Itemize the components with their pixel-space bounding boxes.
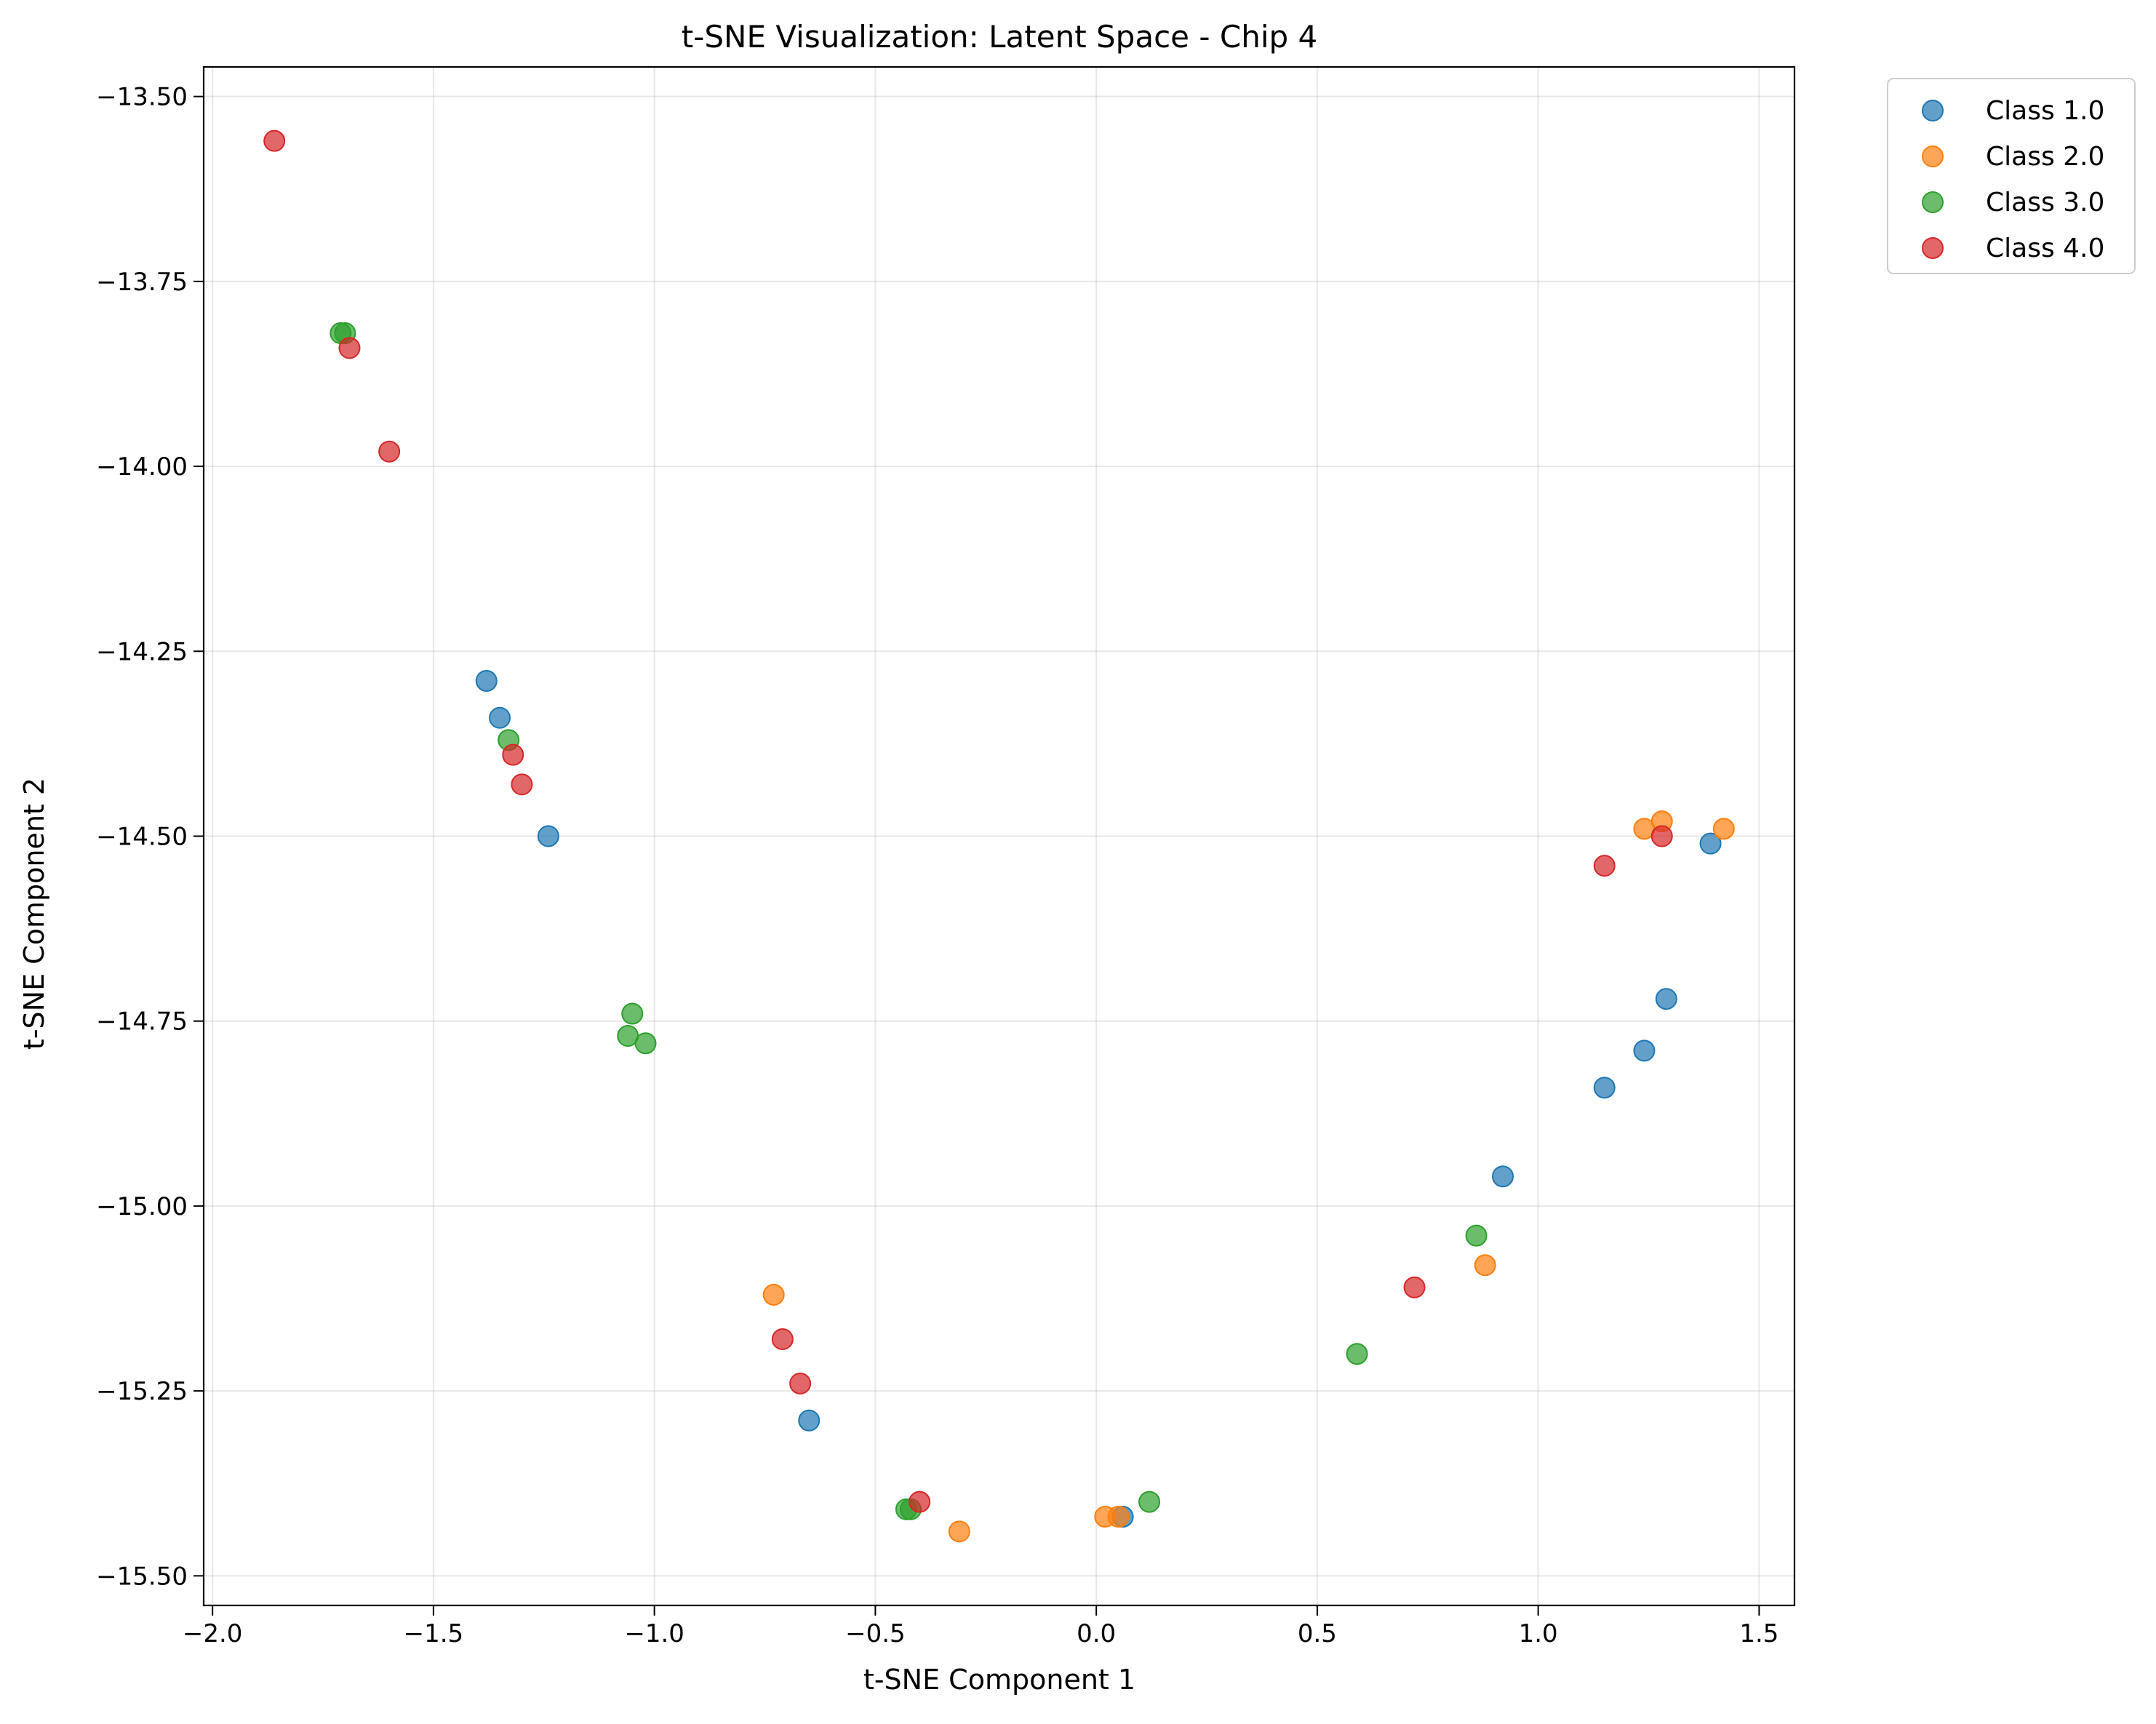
x-tick-label: −1.0 xyxy=(624,1619,684,1648)
chart-title: t-SNE Visualization: Latent Space - Chip… xyxy=(682,19,1317,55)
point-class-4 xyxy=(909,1490,931,1513)
legend-marker xyxy=(1922,191,1944,213)
legend-label: Class 2.0 xyxy=(1986,142,2104,172)
point-class-2 xyxy=(948,1520,970,1543)
legend-label: Class 3.0 xyxy=(1986,188,2104,218)
point-class-4 xyxy=(263,129,286,152)
point-class-3 xyxy=(621,1002,644,1025)
point-class-4 xyxy=(1403,1276,1426,1298)
y-tick-label: −13.75 xyxy=(96,268,188,297)
point-class-4 xyxy=(502,743,524,766)
point-class-1 xyxy=(1492,1165,1514,1188)
data-points xyxy=(263,129,1735,1543)
point-class-1 xyxy=(475,669,498,692)
point-class-2 xyxy=(1107,1505,1130,1528)
point-class-3 xyxy=(1465,1224,1488,1247)
point-class-2 xyxy=(1474,1254,1496,1277)
x-axis-ticks: −2.0 −1.5 −1.0 −0.5 0.0 0.5 1.0 1.5 xyxy=(183,1605,1778,1648)
point-class-4 xyxy=(338,337,361,359)
point-class-2 xyxy=(1712,818,1735,840)
y-tick-label: −14.00 xyxy=(96,452,188,482)
legend-label: Class 1.0 xyxy=(1986,96,2104,126)
point-class-4 xyxy=(378,440,401,463)
point-class-3 xyxy=(1346,1343,1368,1365)
x-tick-label: −0.5 xyxy=(845,1619,906,1648)
point-class-1 xyxy=(798,1409,821,1432)
point-class-3 xyxy=(1138,1490,1161,1513)
legend: Class 1.0 Class 2.0 Class 3.0 Class 4.0 xyxy=(1887,78,2136,274)
y-tick-label: −14.25 xyxy=(96,637,188,666)
point-class-1 xyxy=(537,825,559,847)
point-class-4 xyxy=(1650,825,1673,847)
y-axis-label: t-SNE Component 2 xyxy=(18,778,50,1050)
grid-lines xyxy=(204,67,1794,1605)
y-tick-label: −15.00 xyxy=(96,1192,188,1221)
x-axis-label: t-SNE Component 1 xyxy=(863,1664,1135,1696)
legend-box xyxy=(1887,78,2136,274)
legend-marker xyxy=(1922,100,1944,121)
legend-marker xyxy=(1922,145,1944,167)
point-class-1 xyxy=(1633,1039,1656,1062)
x-tick-label: −1.5 xyxy=(404,1619,464,1648)
x-tick-label: 1.5 xyxy=(1739,1619,1778,1648)
point-class-4 xyxy=(789,1372,812,1394)
y-tick-label: −14.50 xyxy=(96,823,188,852)
x-tick-label: 0.0 xyxy=(1077,1619,1116,1648)
y-axis-ticks: −13.50 −13.75 −14.00 −14.25 −14.50 −14.75 −15.… xyxy=(96,83,204,1591)
legend-marker xyxy=(1922,237,1944,259)
x-tick-label: 1.0 xyxy=(1519,1619,1558,1648)
point-class-1 xyxy=(1593,1077,1616,1099)
point-class-1 xyxy=(489,706,511,729)
y-tick-label: −14.75 xyxy=(96,1007,188,1037)
point-class-4 xyxy=(511,773,533,796)
x-tick-label: 0.5 xyxy=(1298,1619,1337,1648)
point-class-2 xyxy=(762,1283,785,1306)
point-class-1 xyxy=(1655,988,1677,1010)
point-class-4 xyxy=(1593,855,1616,877)
y-tick-label: −15.50 xyxy=(96,1562,188,1591)
y-tick-label: −13.50 xyxy=(96,83,188,112)
point-class-4 xyxy=(771,1328,794,1350)
y-tick-label: −15.25 xyxy=(96,1377,188,1406)
point-class-1 xyxy=(1699,832,1722,855)
x-tick-label: −2.0 xyxy=(183,1619,243,1648)
point-class-3 xyxy=(634,1032,657,1055)
legend-label: Class 4.0 xyxy=(1986,234,2104,263)
